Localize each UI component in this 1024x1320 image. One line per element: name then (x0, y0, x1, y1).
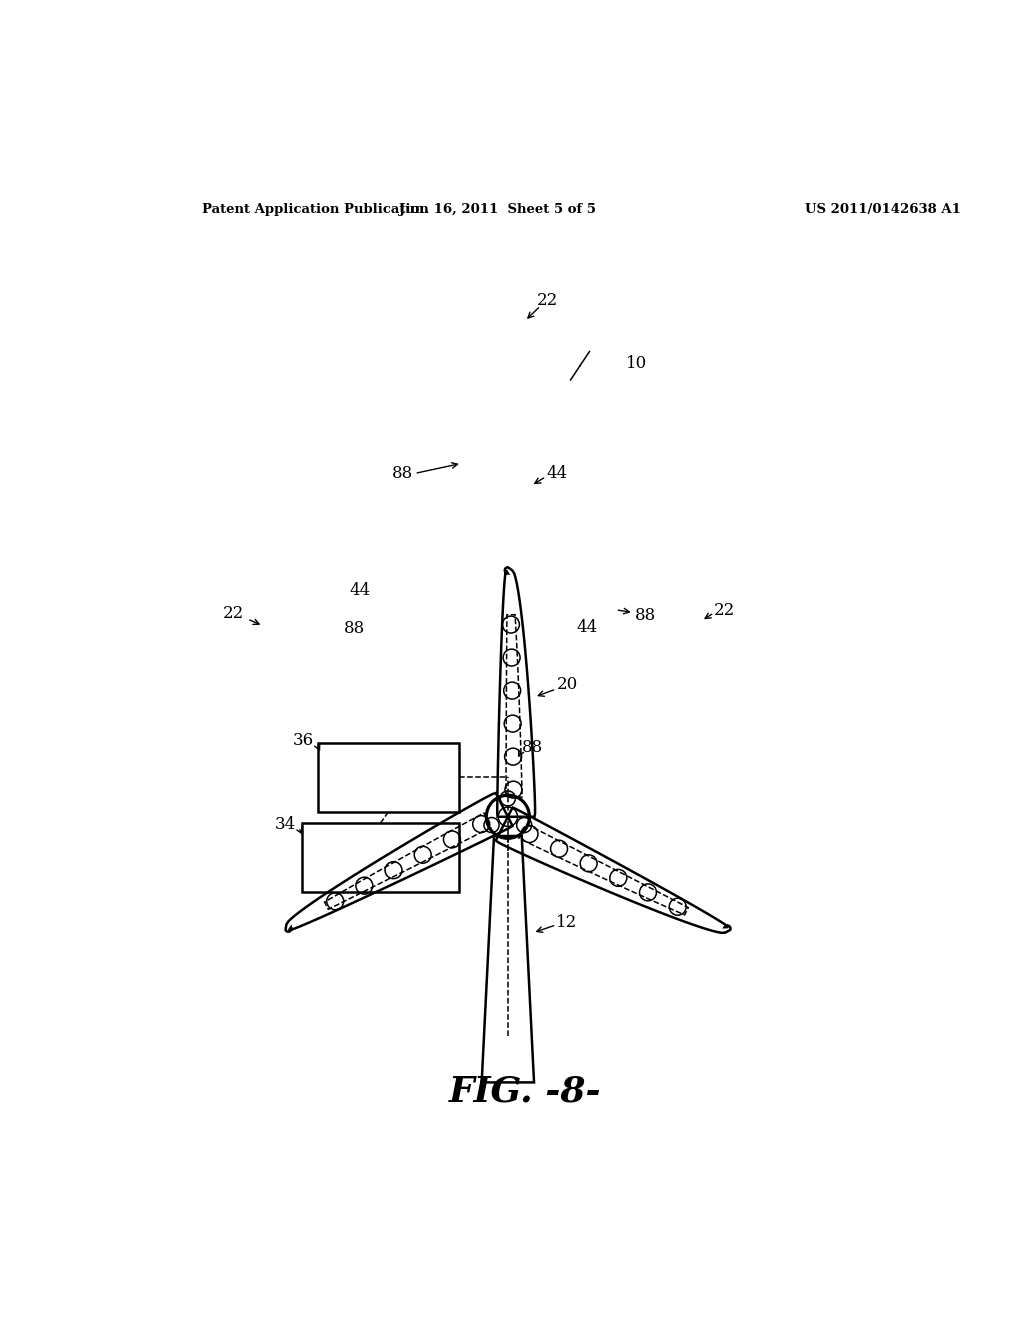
Text: 44: 44 (350, 582, 371, 599)
Text: 88: 88 (391, 465, 413, 482)
Text: 88: 88 (635, 607, 656, 624)
Text: 22: 22 (223, 606, 244, 622)
Text: Patent Application Publication: Patent Application Publication (202, 203, 428, 216)
Bar (302, 824, 459, 892)
Text: US 2011/0142638 A1: US 2011/0142638 A1 (805, 203, 961, 216)
Text: 22: 22 (537, 292, 558, 309)
Text: 88: 88 (343, 620, 365, 638)
Text: 10: 10 (626, 355, 647, 372)
Bar (318, 743, 459, 812)
Text: FIG. -8-: FIG. -8- (449, 1074, 601, 1109)
Text: Jun. 16, 2011  Sheet 5 of 5: Jun. 16, 2011 Sheet 5 of 5 (398, 203, 596, 216)
Text: 44: 44 (577, 619, 597, 636)
Text: 34: 34 (274, 816, 296, 833)
Text: 44: 44 (546, 465, 567, 482)
Text: 12: 12 (556, 915, 578, 931)
Text: 36: 36 (293, 733, 313, 750)
Text: 20: 20 (556, 676, 578, 693)
Text: 22: 22 (714, 602, 735, 619)
Text: 88: 88 (521, 739, 543, 756)
